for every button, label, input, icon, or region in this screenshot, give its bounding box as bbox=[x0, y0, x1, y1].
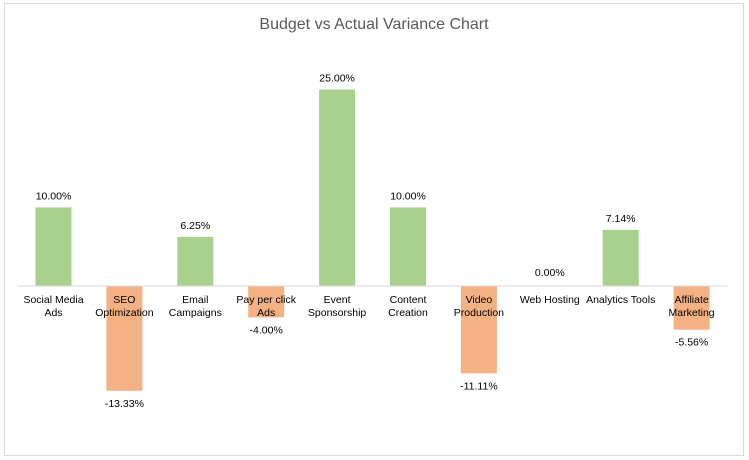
category-label-0: Social Media Ads bbox=[23, 294, 83, 319]
category-label-6: Video Production bbox=[454, 294, 504, 319]
category-label-9-line-0: Affiliate bbox=[674, 294, 708, 306]
category-label-5: Content Creation bbox=[388, 294, 428, 319]
category-label-9: Affiliate Marketing bbox=[669, 294, 715, 319]
category-label-1-line-0: SEO bbox=[113, 294, 135, 306]
bars-group bbox=[35, 89, 710, 391]
bar-6 bbox=[460, 286, 497, 374]
bar-0 bbox=[35, 207, 72, 286]
data-label-9: -5.56% bbox=[675, 337, 708, 349]
category-label-2: Email Campaigns bbox=[169, 294, 222, 319]
data-label-2: 6.25% bbox=[180, 220, 210, 232]
data-label-3: -4.00% bbox=[250, 324, 283, 336]
category-label-6-line-0: Video bbox=[466, 294, 493, 306]
category-label-4-line-0: Event bbox=[324, 294, 351, 306]
category-label-4-line-1: Sponsorship bbox=[308, 307, 367, 319]
category-label-1-line-1: Optimization bbox=[95, 307, 154, 319]
bar-3 bbox=[248, 286, 285, 318]
category-label-4: Event Sponsorship bbox=[308, 294, 367, 319]
data-label-1: -13.33% bbox=[105, 398, 144, 410]
bar-2 bbox=[177, 236, 214, 286]
data-label-6: -11.11% bbox=[460, 380, 498, 392]
category-label-5-line-0: Content bbox=[390, 294, 427, 306]
category-label-7: Web Hosting bbox=[520, 294, 580, 306]
category-label-2-line-0: Email bbox=[182, 294, 208, 306]
category-label-5-line-1: Creation bbox=[388, 307, 428, 319]
category-label-3-line-1: Ads bbox=[257, 307, 275, 319]
category-label-0-line-1: Ads bbox=[44, 307, 62, 319]
chart-title: Budget vs Actual Variance Chart bbox=[259, 16, 489, 33]
data-label-8: 7.14% bbox=[606, 213, 636, 225]
bar-8 bbox=[602, 229, 639, 286]
data-labels-group: 10.00% -13.33% 6.25% -4.00% 25.00% 10.00% -11.… bbox=[36, 73, 709, 410]
category-label-7-line-0: Web Hosting bbox=[520, 294, 580, 306]
category-label-3-line-0: Pay per click bbox=[236, 294, 296, 306]
category-label-3: Pay per click Ads bbox=[236, 294, 296, 319]
category-label-6-line-1: Production bbox=[454, 307, 504, 319]
category-label-2-line-1: Campaigns bbox=[169, 307, 222, 319]
category-label-8: Analytics Tools bbox=[586, 294, 655, 306]
data-label-7: 0.00% bbox=[535, 267, 565, 279]
category-label-8-line-0: Analytics Tools bbox=[586, 294, 655, 306]
category-label-1: SEO Optimization bbox=[95, 294, 154, 319]
data-label-4: 25.00% bbox=[319, 73, 355, 85]
bar-5 bbox=[390, 207, 426, 286]
category-label-0-line-0: Social Media bbox=[23, 294, 83, 306]
category-label-9-line-1: Marketing bbox=[669, 307, 715, 319]
bar-9 bbox=[673, 286, 710, 330]
data-label-5: 10.00% bbox=[390, 190, 426, 202]
data-label-0: 10.00% bbox=[36, 190, 72, 202]
bar-4 bbox=[319, 89, 356, 286]
bar-1 bbox=[106, 286, 143, 391]
